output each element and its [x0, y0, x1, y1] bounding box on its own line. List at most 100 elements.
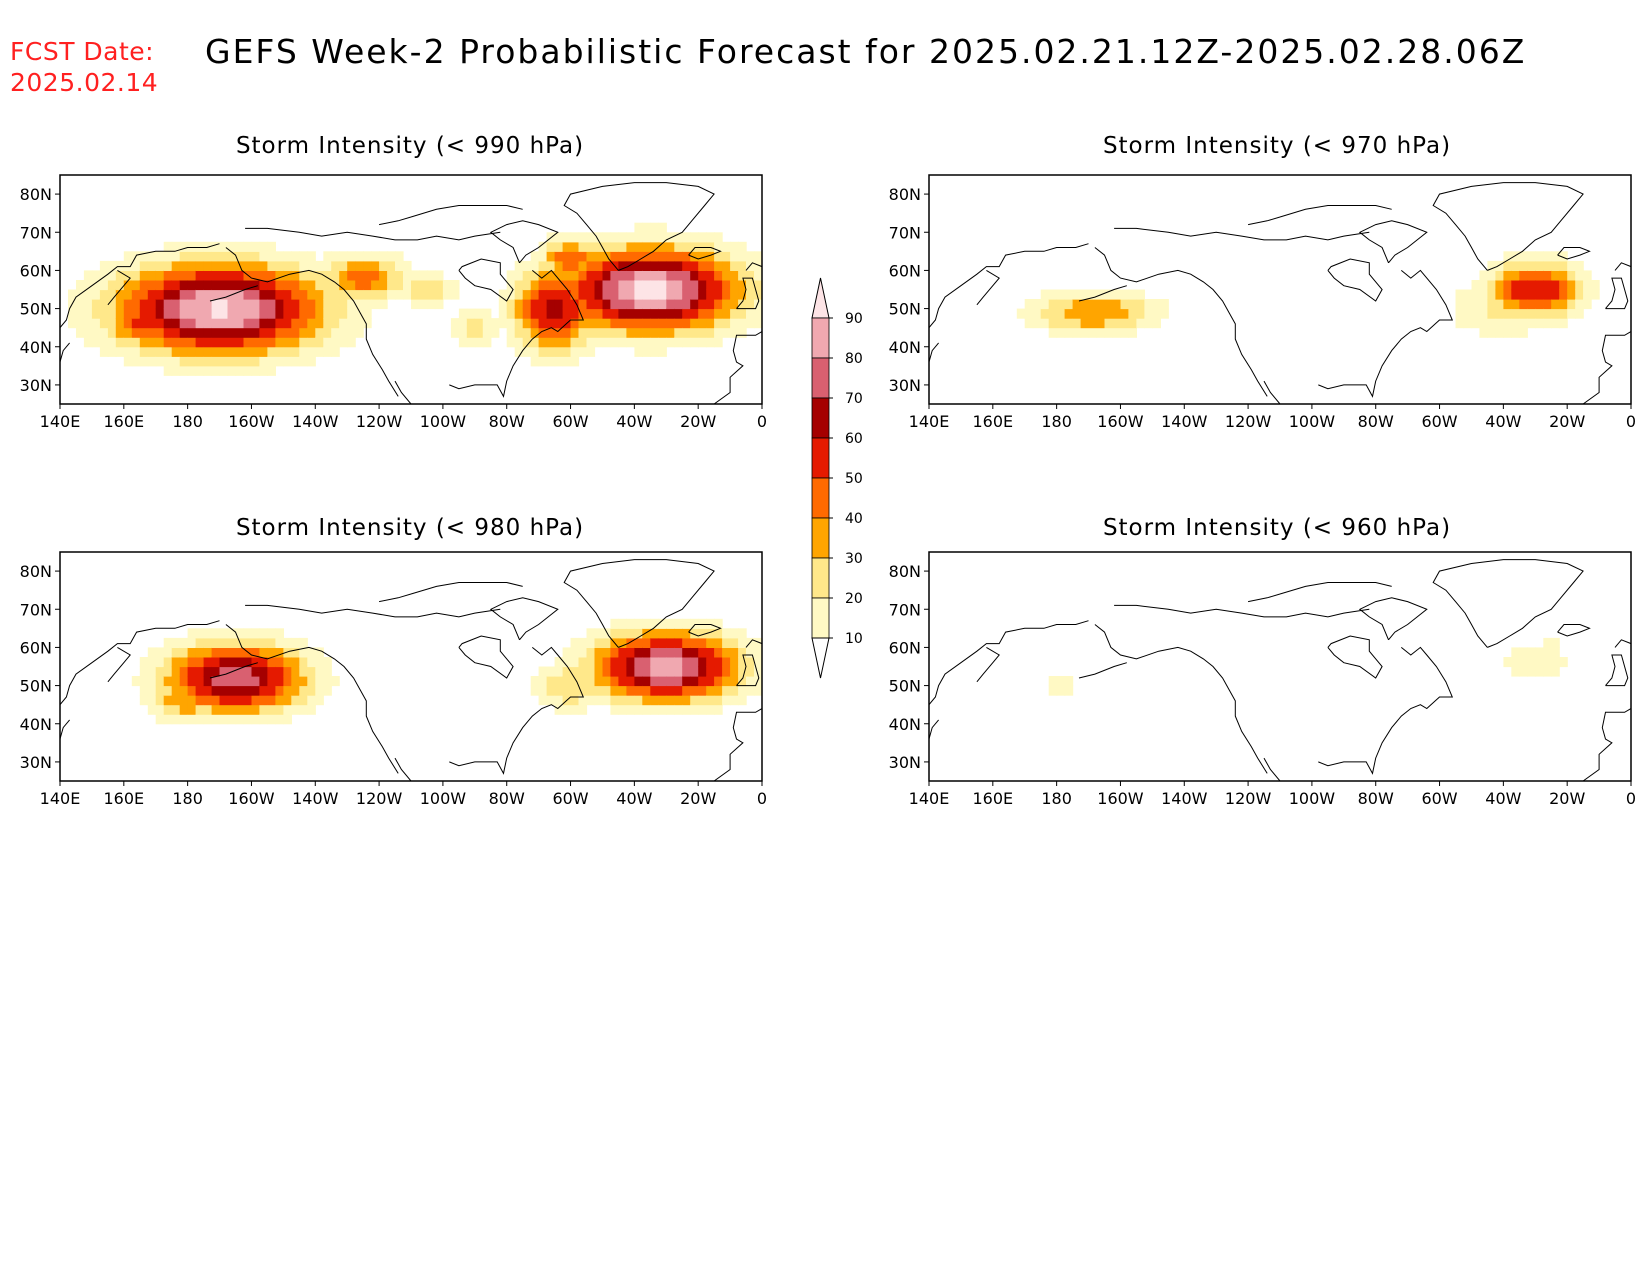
prob-cell — [251, 289, 261, 300]
prob-cell — [315, 280, 324, 291]
prob-cell — [490, 318, 500, 329]
prob-cell — [594, 337, 604, 348]
prob-cell — [434, 280, 444, 291]
prob-cell — [243, 628, 253, 639]
prob-cell — [722, 299, 731, 310]
prob-cell — [379, 270, 388, 281]
prob-cell — [562, 647, 572, 658]
prob-cell — [251, 704, 261, 715]
prob-cell — [1495, 327, 1504, 338]
prob-cell — [115, 280, 125, 291]
prob-cell — [299, 704, 308, 715]
prob-cell — [227, 676, 237, 687]
prob-cell — [610, 337, 619, 348]
prob-cell — [650, 232, 659, 243]
prob-cell — [227, 714, 237, 725]
prob-cell — [1064, 289, 1074, 300]
prob-cell — [155, 280, 165, 291]
prob-cell — [634, 695, 643, 706]
prob-cell — [1551, 308, 1560, 319]
prob-cell — [618, 337, 627, 348]
prob-cell — [618, 232, 627, 243]
prob-cell — [1463, 308, 1473, 319]
prob-cell — [714, 270, 723, 281]
prob-cell — [538, 308, 548, 319]
coastline — [1358, 597, 1428, 641]
prob-cell — [315, 299, 324, 310]
prob-cell — [267, 251, 276, 262]
coastline — [713, 331, 762, 404]
prob-cell — [139, 299, 149, 310]
prob-cell — [594, 299, 604, 310]
prob-cell — [1511, 666, 1520, 677]
prob-cell — [203, 637, 213, 648]
map-frame — [59, 174, 763, 405]
prob-cell — [530, 318, 540, 329]
prob-cell — [283, 647, 292, 658]
coastline — [1605, 654, 1629, 687]
prob-cell — [147, 289, 157, 300]
lon-tick-label: 120W — [356, 412, 403, 431]
prob-cell — [139, 260, 149, 271]
prob-cell — [682, 695, 691, 706]
prob-cell — [626, 318, 635, 329]
prob-cell — [1048, 327, 1058, 338]
prob-cell — [610, 628, 619, 639]
prob-cell — [738, 289, 747, 300]
prob-cell — [307, 260, 316, 271]
prob-cell — [570, 308, 580, 319]
coastline — [1078, 662, 1127, 679]
prob-cell — [554, 308, 564, 319]
prob-cell — [275, 346, 284, 357]
prob-cell — [658, 676, 667, 687]
prob-cell — [522, 318, 532, 329]
prob-cell — [1527, 251, 1536, 262]
prob-cell — [754, 308, 762, 319]
prob-cell — [1567, 260, 1576, 271]
prob-cell — [618, 299, 627, 310]
lon-tick-label: 40W — [1485, 412, 1521, 431]
prob-cell — [1543, 318, 1552, 329]
prob-cell — [195, 260, 205, 271]
prob-cell — [219, 695, 229, 706]
prob-cell — [1479, 280, 1488, 291]
prob-cell — [714, 337, 723, 348]
prob-cell — [578, 318, 588, 329]
prob-cell — [650, 222, 659, 233]
map-panel-p970: 140E 160E 180 160W 140W 120W 100W 80W 60W 40W 20W 0… — [889, 174, 1636, 431]
prob-cell — [131, 346, 141, 357]
prob-cell — [155, 695, 165, 706]
prob-cell — [586, 327, 596, 338]
prob-cell — [139, 676, 149, 687]
prob-cell — [618, 647, 627, 658]
prob-cell — [147, 346, 157, 357]
prob-cell — [554, 676, 564, 687]
prob-cell — [147, 356, 157, 367]
prob-cell — [267, 695, 276, 706]
prob-cell — [666, 657, 675, 668]
prob-cell — [251, 628, 261, 639]
prob-cell — [163, 327, 173, 338]
prob-cell — [674, 260, 683, 271]
prob-cell — [690, 647, 699, 658]
prob-cell — [107, 260, 117, 271]
prob-cell — [1479, 318, 1488, 329]
prob-cell — [195, 714, 205, 725]
prob-cell — [1495, 308, 1504, 319]
prob-cell — [538, 346, 548, 357]
prob-cell — [251, 308, 261, 319]
prob-cell — [91, 280, 101, 291]
prob-cell — [754, 666, 762, 677]
prob-cell — [1136, 299, 1145, 310]
prob-cell — [674, 270, 683, 281]
prob-cell — [634, 628, 643, 639]
prob-cell — [283, 637, 292, 648]
prob-cell — [171, 241, 181, 252]
prob-cell — [203, 666, 213, 677]
prob-cell — [610, 666, 619, 677]
prob-cell — [211, 270, 221, 281]
prob-cell — [570, 666, 580, 677]
prob-cell — [706, 695, 715, 706]
lat-tick-label: 40N — [889, 715, 921, 734]
prob-cell — [634, 647, 643, 658]
